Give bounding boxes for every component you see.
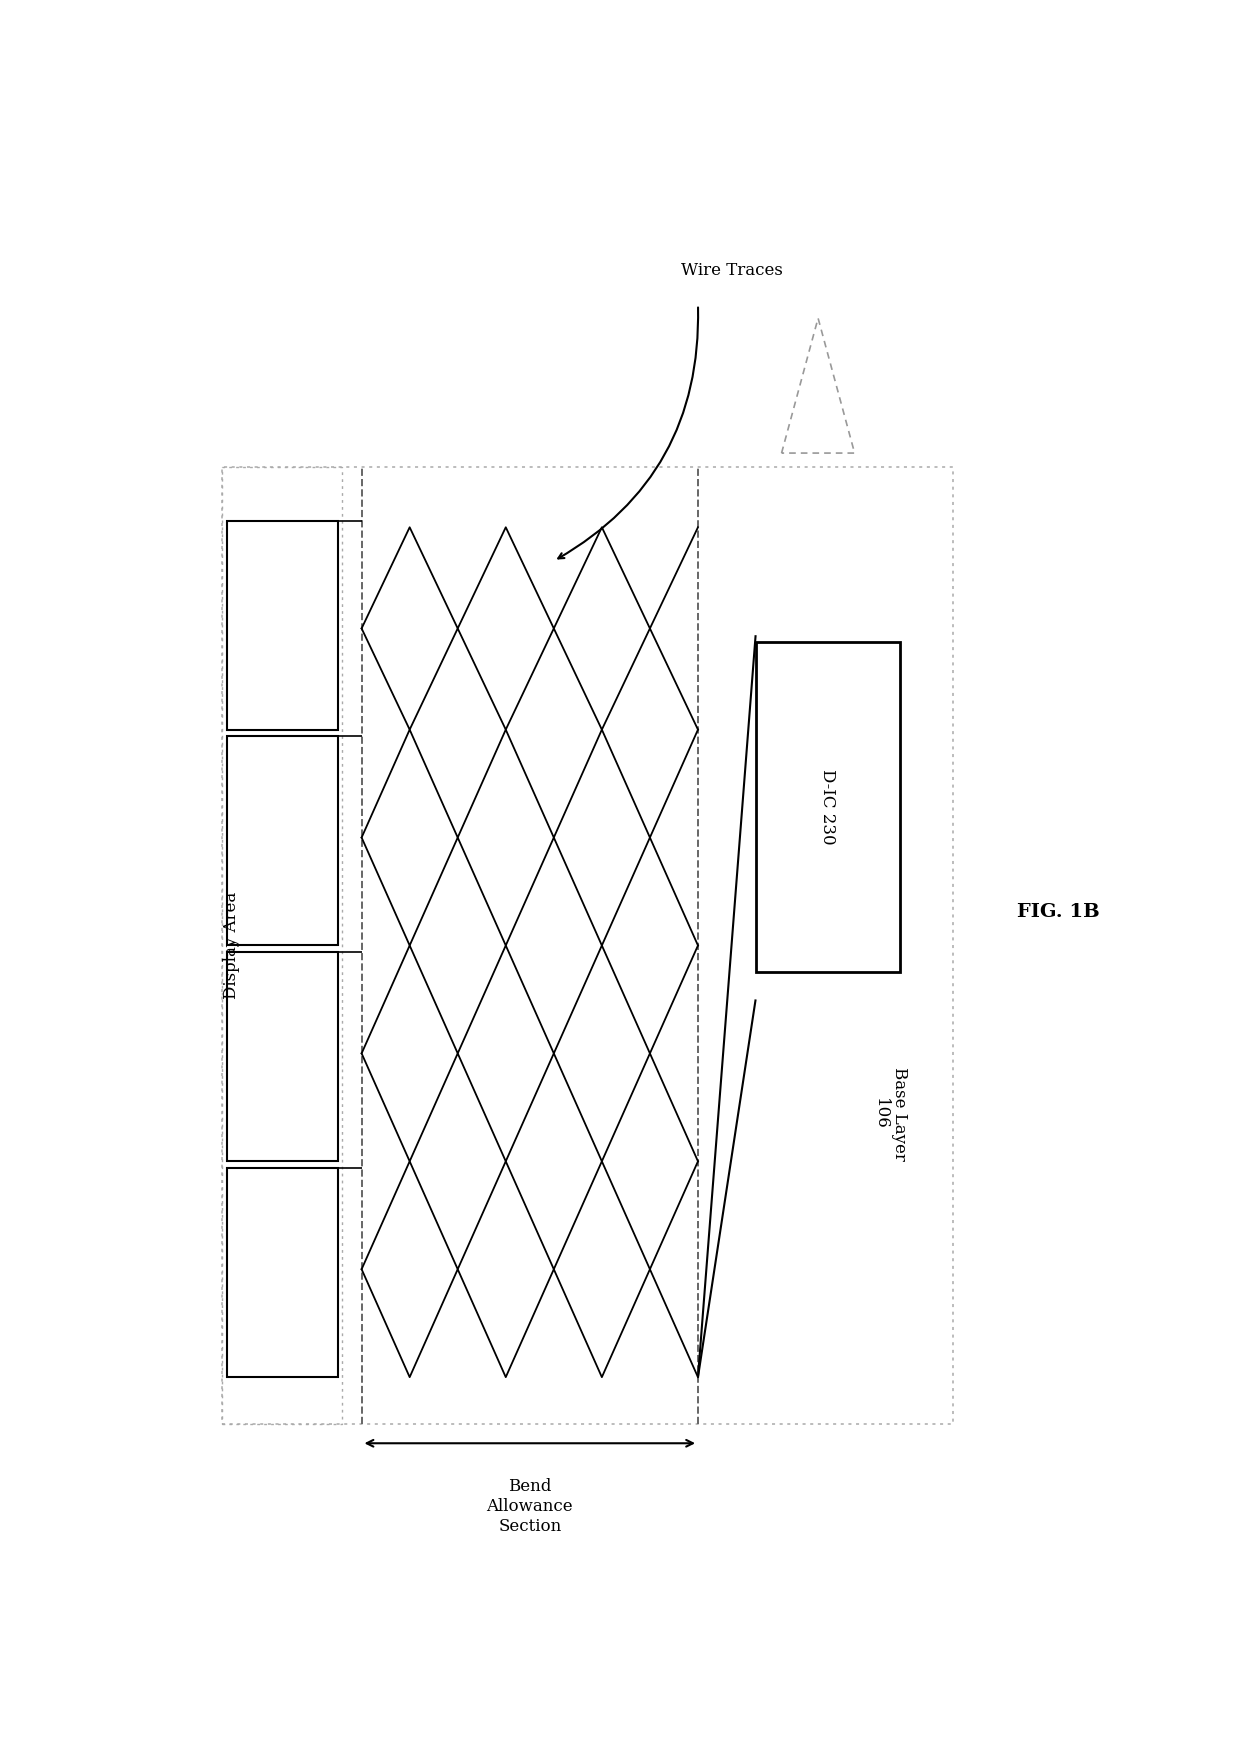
Text: Bend
Allowance
Section: Bend Allowance Section	[486, 1479, 573, 1535]
Text: Base Layer
106: Base Layer 106	[872, 1067, 909, 1162]
Text: FIG. 1B: FIG. 1B	[1017, 902, 1100, 922]
Text: Wire Traces: Wire Traces	[681, 263, 782, 280]
Text: D-IC 230: D-IC 230	[820, 769, 836, 844]
Text: Display Area: Display Area	[223, 892, 241, 999]
